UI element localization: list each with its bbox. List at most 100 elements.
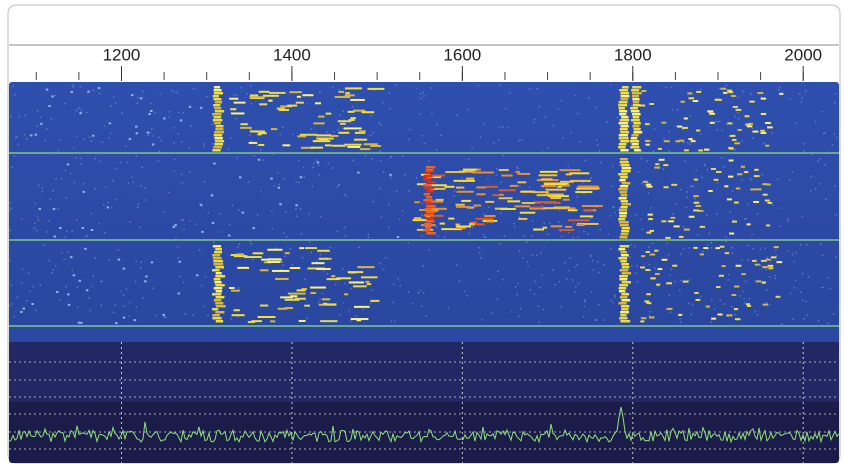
signal	[754, 263, 760, 266]
noise	[395, 190, 398, 193]
signal	[762, 183, 768, 186]
noise	[679, 189, 682, 191]
signal	[338, 131, 350, 134]
noise	[100, 281, 102, 283]
signal	[295, 204, 298, 207]
noise	[662, 168, 665, 170]
noise	[135, 155, 138, 157]
signal	[620, 98, 629, 101]
signal	[644, 139, 651, 142]
signal	[91, 134, 95, 137]
signal	[353, 138, 368, 141]
signal	[252, 227, 255, 230]
signal	[729, 134, 736, 137]
noise	[9, 259, 11, 262]
noise	[481, 319, 484, 321]
signal	[213, 116, 222, 119]
noise	[69, 172, 72, 175]
noise	[596, 139, 598, 141]
noise	[741, 258, 743, 261]
signal	[441, 228, 463, 231]
noise	[108, 259, 111, 261]
noise	[518, 139, 521, 142]
signal	[620, 305, 630, 308]
signal	[430, 184, 447, 187]
noise	[428, 160, 430, 163]
noise	[103, 125, 106, 127]
noise	[317, 164, 320, 166]
noise	[607, 233, 610, 235]
signal	[214, 251, 223, 254]
noise	[583, 305, 586, 308]
noise	[466, 108, 469, 111]
noise	[276, 172, 279, 174]
noise	[778, 225, 781, 227]
noise	[338, 89, 341, 91]
noise	[814, 120, 817, 123]
signal	[302, 94, 314, 97]
signal	[177, 292, 181, 295]
signal	[618, 143, 627, 146]
signal	[620, 200, 629, 203]
signal	[284, 307, 294, 310]
signal	[215, 284, 225, 287]
noise	[255, 145, 258, 147]
signal	[699, 225, 706, 228]
noise	[614, 296, 616, 298]
signal	[682, 126, 688, 129]
signal	[97, 87, 101, 90]
signal	[69, 256, 73, 259]
noise	[497, 139, 500, 142]
signal	[762, 303, 768, 306]
signal	[618, 209, 628, 212]
noise	[167, 191, 170, 194]
noise	[648, 314, 651, 317]
noise	[820, 243, 822, 245]
noise	[687, 302, 690, 305]
noise	[822, 132, 825, 135]
noise	[55, 178, 57, 180]
noise	[533, 293, 536, 295]
signal	[579, 215, 594, 218]
noise	[289, 247, 292, 250]
noise	[787, 220, 790, 222]
noise	[502, 154, 504, 157]
signal	[719, 245, 725, 248]
noise	[614, 211, 616, 214]
noise	[706, 244, 709, 246]
noise	[388, 226, 390, 228]
noise	[630, 265, 633, 267]
noise	[666, 242, 668, 244]
noise	[394, 320, 396, 322]
noise	[738, 117, 740, 120]
noise	[303, 176, 306, 178]
signal	[645, 183, 651, 186]
noise	[824, 132, 826, 135]
noise	[326, 131, 328, 134]
noise	[339, 114, 341, 116]
signal	[743, 171, 749, 174]
noise	[590, 291, 593, 293]
signal	[77, 321, 81, 324]
noise	[668, 150, 671, 153]
noise	[101, 280, 103, 283]
noise	[739, 295, 742, 297]
noise	[706, 214, 708, 217]
signal	[657, 268, 663, 271]
signal	[424, 208, 432, 211]
signal	[347, 110, 355, 113]
noise	[382, 268, 385, 271]
signal	[55, 291, 59, 294]
noise	[344, 226, 346, 229]
spectrum-trace	[9, 406, 839, 444]
signal	[476, 168, 481, 171]
noise	[44, 139, 46, 142]
noise	[801, 215, 804, 217]
signal	[213, 86, 221, 89]
noise	[184, 313, 186, 316]
noise	[575, 285, 577, 288]
noise	[312, 166, 314, 169]
noise	[523, 235, 526, 237]
noise	[496, 168, 498, 170]
signal	[661, 220, 667, 223]
